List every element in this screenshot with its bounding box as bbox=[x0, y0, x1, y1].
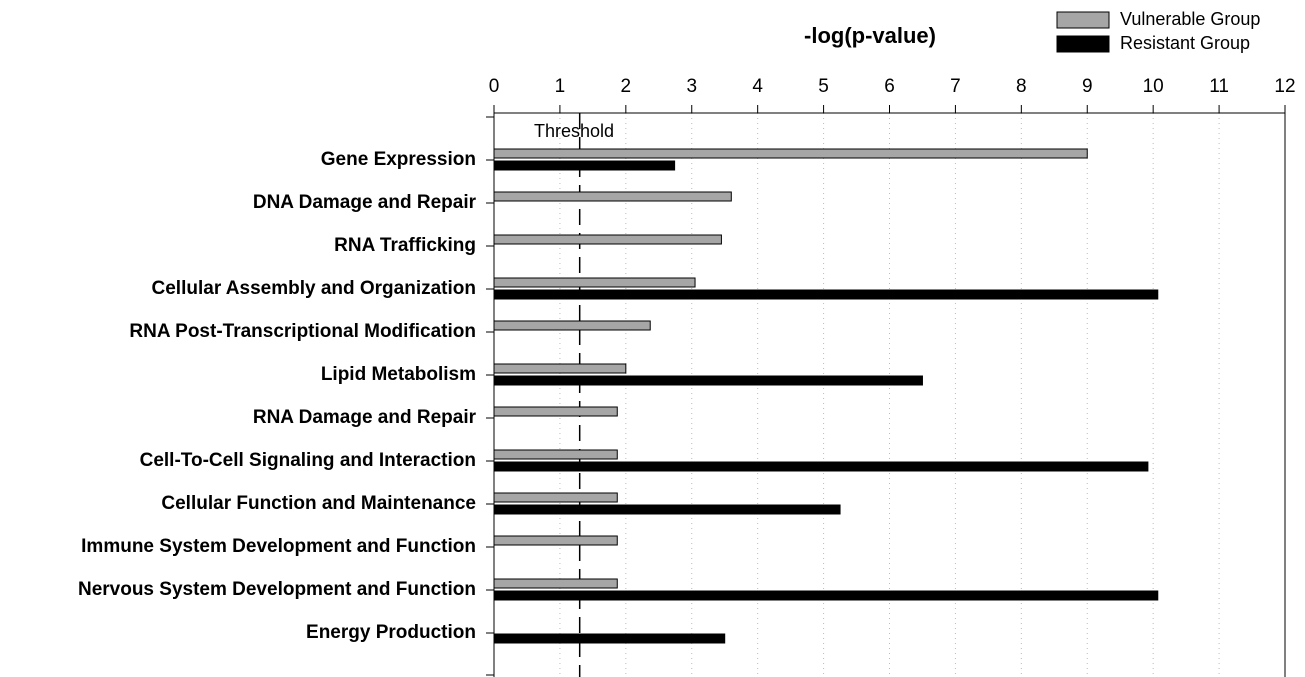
legend-swatch bbox=[1056, 11, 1110, 29]
bar bbox=[493, 578, 618, 589]
x-tick-label: 1 bbox=[555, 76, 566, 97]
bar bbox=[493, 148, 1088, 159]
legend-label: Vulnerable Group bbox=[1120, 9, 1260, 29]
bar bbox=[493, 234, 722, 245]
bar bbox=[493, 492, 618, 503]
x-tick-label: 2 bbox=[621, 76, 632, 97]
legend-label: Resistant Group bbox=[1120, 33, 1250, 53]
bar bbox=[493, 160, 676, 171]
y-tick-label: Cell-To-Cell Signaling and Interaction bbox=[140, 450, 476, 471]
chart-title: -log(p-value) bbox=[804, 23, 936, 48]
y-tick-label: Cellular Assembly and Organization bbox=[152, 278, 476, 299]
y-tick-label: RNA Post-Transcriptional Modification bbox=[129, 321, 476, 342]
x-tick-label: 9 bbox=[1082, 76, 1093, 97]
bar bbox=[493, 406, 618, 417]
y-tick-label: Nervous System Development and Function bbox=[78, 579, 476, 600]
legend-swatch bbox=[1056, 35, 1110, 53]
x-tick-label: 8 bbox=[1016, 76, 1027, 97]
x-tick-label: 6 bbox=[884, 76, 895, 97]
bar bbox=[493, 461, 1149, 472]
bar bbox=[493, 375, 923, 386]
x-tick-label: 4 bbox=[752, 76, 763, 97]
y-tick-label: RNA Damage and Repair bbox=[253, 407, 477, 428]
bar bbox=[493, 504, 841, 515]
x-tick-label: 7 bbox=[950, 76, 961, 97]
y-tick-label: RNA Trafficking bbox=[334, 235, 476, 256]
bar bbox=[493, 633, 726, 644]
y-tick-label: Lipid Metabolism bbox=[321, 364, 476, 385]
x-tick-label: 5 bbox=[818, 76, 829, 97]
bar bbox=[493, 277, 696, 288]
bar bbox=[493, 191, 732, 202]
x-tick-label: 10 bbox=[1143, 76, 1164, 97]
y-tick-label: Immune System Development and Function bbox=[81, 536, 476, 557]
y-tick-label: Gene Expression bbox=[321, 149, 476, 170]
bar bbox=[493, 320, 651, 331]
x-tick-label: 3 bbox=[686, 76, 697, 97]
bar bbox=[493, 449, 618, 460]
x-tick-label: 11 bbox=[1209, 76, 1229, 97]
x-tick-label: 12 bbox=[1274, 76, 1295, 97]
bar bbox=[493, 590, 1159, 601]
x-tick-label: 0 bbox=[489, 76, 500, 97]
y-tick-label: DNA Damage and Repair bbox=[253, 192, 477, 213]
threshold-label: Threshold bbox=[534, 121, 614, 141]
bar bbox=[493, 289, 1159, 300]
y-tick-label: Cellular Function and Maintenance bbox=[161, 493, 476, 514]
bar bbox=[493, 535, 618, 546]
y-tick-label: Energy Production bbox=[306, 622, 476, 643]
bar bbox=[493, 363, 627, 374]
